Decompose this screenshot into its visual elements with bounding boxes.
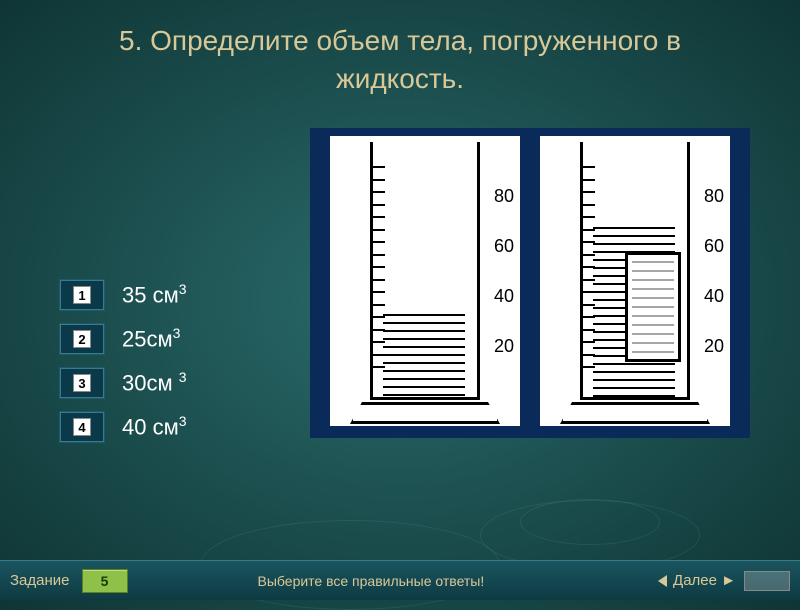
footer-bar: Задание 5 Выберите все правильные ответы…	[0, 560, 800, 600]
scale-label: 80	[704, 186, 724, 207]
answer-text: 30см 3	[122, 369, 187, 396]
scale-label: 20	[494, 336, 514, 357]
cylinder-body	[580, 142, 690, 400]
answer-number: 1	[73, 286, 91, 304]
answer-row: 2 25см3	[60, 324, 187, 354]
scale-label: 60	[494, 236, 514, 257]
scale-label: 60	[704, 236, 724, 257]
cylinder-base	[560, 402, 710, 424]
next-button[interactable]: Далее ►	[658, 571, 790, 591]
cylinder-1: см380604020	[330, 136, 520, 426]
figure-panel: см380604020см380604020	[310, 128, 750, 438]
cylinder-body	[370, 142, 480, 400]
answer-button-1[interactable]: 1	[60, 280, 104, 310]
answer-text: 25см3	[122, 325, 180, 352]
next-indicator-box	[744, 571, 790, 591]
scale-label: 80	[494, 186, 514, 207]
answer-text: 40 см3	[122, 413, 187, 440]
water-fill	[373, 311, 477, 397]
instruction-text: Выберите все правильные ответы!	[258, 573, 485, 589]
scale-label: 20	[704, 336, 724, 357]
answer-number: 2	[73, 330, 91, 348]
answer-row: 3 30см 3	[60, 368, 187, 398]
answer-number: 4	[73, 418, 91, 436]
submerged-object	[625, 252, 681, 362]
answer-button-3[interactable]: 3	[60, 368, 104, 398]
arrow-left-icon	[658, 575, 667, 587]
scale-label: 40	[494, 286, 514, 307]
answer-list: 1 35 см3 2 25см3 3 30см 3 4 40 см3	[60, 280, 187, 456]
question-title: 5. Определите объем тела, погруженного в…	[60, 22, 740, 98]
cylinder-2: см380604020	[540, 136, 730, 426]
answer-button-4[interactable]: 4	[60, 412, 104, 442]
scale-label: 40	[704, 286, 724, 307]
task-number-badge: 5	[82, 569, 128, 593]
answer-row: 4 40 см3	[60, 412, 187, 442]
cylinder-base	[350, 402, 500, 424]
answer-row: 1 35 см3	[60, 280, 187, 310]
task-label: Задание	[10, 572, 70, 589]
answer-button-2[interactable]: 2	[60, 324, 104, 354]
answer-number: 3	[73, 374, 91, 392]
answer-text: 35 см3	[122, 281, 187, 308]
next-label: Далее ►	[673, 572, 736, 589]
